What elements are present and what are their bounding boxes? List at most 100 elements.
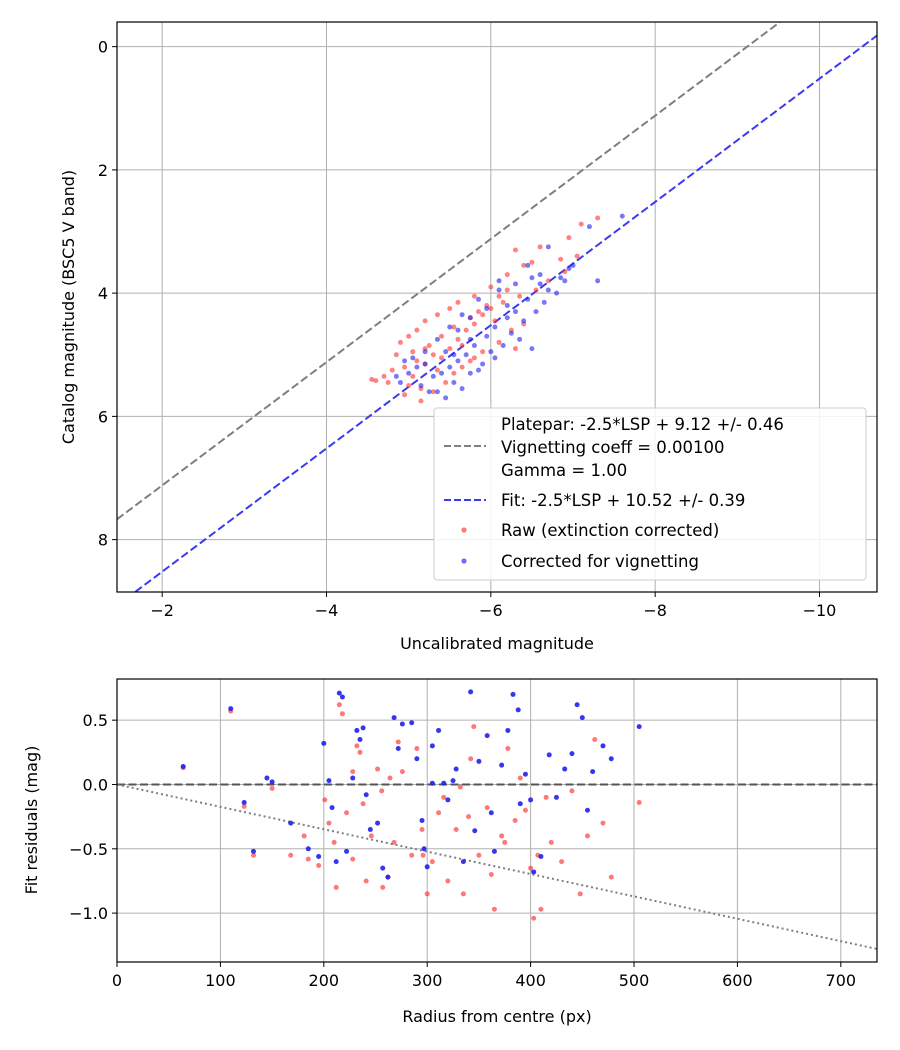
legend-box xyxy=(433,407,867,581)
raw-point xyxy=(424,891,430,897)
corrected-point xyxy=(269,779,275,785)
raw-point xyxy=(344,810,350,816)
corrected-point xyxy=(510,691,516,697)
raw-point xyxy=(537,244,543,250)
raw-point xyxy=(331,839,337,845)
corrected-point xyxy=(491,848,497,854)
corrected-point xyxy=(380,865,386,871)
corrected-point xyxy=(541,299,547,305)
corrected-point xyxy=(395,745,401,751)
y-tick-label: 4 xyxy=(98,284,108,303)
raw-point xyxy=(447,346,453,352)
raw-point xyxy=(592,736,598,742)
x-tick-label: 600 xyxy=(722,971,753,990)
raw-point xyxy=(420,852,426,858)
raw-point xyxy=(455,336,461,342)
corrected-point xyxy=(499,762,505,768)
corrected-point xyxy=(414,756,420,762)
corrected-point xyxy=(522,771,528,777)
corrected-point xyxy=(264,775,270,781)
corrected-point xyxy=(484,733,490,739)
raw-point xyxy=(471,321,477,327)
raw-point xyxy=(387,775,393,781)
corrected-point xyxy=(579,715,585,721)
raw-point xyxy=(484,805,490,811)
raw-point xyxy=(480,312,486,318)
raw-point xyxy=(250,852,256,858)
raw-point xyxy=(517,775,523,781)
raw-point xyxy=(545,278,551,284)
raw-point xyxy=(419,827,425,833)
corrected-point xyxy=(326,778,332,784)
corrected-point xyxy=(228,706,234,712)
corrected-point xyxy=(459,312,465,318)
raw-point xyxy=(505,745,511,751)
x-tick-label: −8 xyxy=(643,601,667,620)
corrected-point xyxy=(484,306,490,312)
corrected-point xyxy=(434,389,440,395)
corrected-point xyxy=(545,287,551,293)
raw-point xyxy=(430,389,436,395)
reference-lines xyxy=(117,783,877,950)
y-tick-label: 0.5 xyxy=(83,711,108,730)
corrected-point xyxy=(429,780,435,786)
y-axis-label: Fit residuals (mag) xyxy=(22,746,41,895)
corrected-point xyxy=(463,352,469,358)
corrected-point xyxy=(391,715,397,721)
corrected-point xyxy=(397,379,403,385)
raw-point xyxy=(521,262,527,268)
raw-point xyxy=(288,852,294,858)
x-tick-label: 400 xyxy=(515,971,546,990)
corrected-point xyxy=(424,864,430,870)
corrected-point xyxy=(505,727,511,733)
corrected-point xyxy=(538,854,544,860)
corrected-point xyxy=(562,278,568,284)
corrected-point xyxy=(441,780,447,786)
corrected-point xyxy=(455,358,461,364)
raw-point xyxy=(488,306,494,312)
corrected-point xyxy=(488,810,494,816)
raw-point xyxy=(354,743,360,749)
axis-ticks: 0 100 200 300 400 500 600 700 0.5 0.0 −0.5 −1.0 xyxy=(69,711,856,990)
corrected-point xyxy=(570,262,576,268)
raw-point xyxy=(496,339,502,345)
corrected-point xyxy=(288,820,294,826)
corrected-point xyxy=(480,361,486,367)
raw-point xyxy=(350,856,356,862)
corrected-point xyxy=(329,805,335,811)
corrected-point xyxy=(429,743,435,749)
y-tick-label: 8 xyxy=(98,531,108,550)
legend-corrected-swatch xyxy=(461,558,467,564)
raw-point xyxy=(436,810,442,816)
y-tick-label: 0 xyxy=(98,38,108,57)
legend-platepar-line2: Vignetting coeff = 0.00100 xyxy=(501,438,725,457)
raw-point xyxy=(558,256,564,262)
x-tick-label: 300 xyxy=(412,971,443,990)
raw-point xyxy=(577,891,583,897)
corrected-point xyxy=(569,751,575,757)
corrected-point xyxy=(336,690,342,696)
raw-point xyxy=(512,247,518,253)
raw-point xyxy=(492,318,498,324)
corrected-point xyxy=(529,346,535,352)
corrected-point xyxy=(447,324,453,330)
raw-point xyxy=(443,379,449,385)
corrected-point xyxy=(471,343,477,349)
raw-point xyxy=(373,378,379,384)
raw-point xyxy=(455,299,461,305)
raw-point xyxy=(434,312,440,318)
corrected-point xyxy=(537,272,543,278)
x-tick-label: 700 xyxy=(826,971,857,990)
corrected-point xyxy=(354,727,360,733)
legend-corrected-label: Corrected for vignetting xyxy=(501,552,699,571)
corrected-point xyxy=(445,797,451,803)
corrected-point xyxy=(500,343,506,349)
corrected-point xyxy=(393,373,399,379)
raw-point xyxy=(529,259,535,265)
raw-point xyxy=(339,711,345,717)
raw-point xyxy=(301,833,307,839)
raw-point xyxy=(410,373,416,379)
corrected-point xyxy=(525,262,531,268)
corrected-point xyxy=(492,324,498,330)
x-tick-label: 0 xyxy=(112,971,122,990)
